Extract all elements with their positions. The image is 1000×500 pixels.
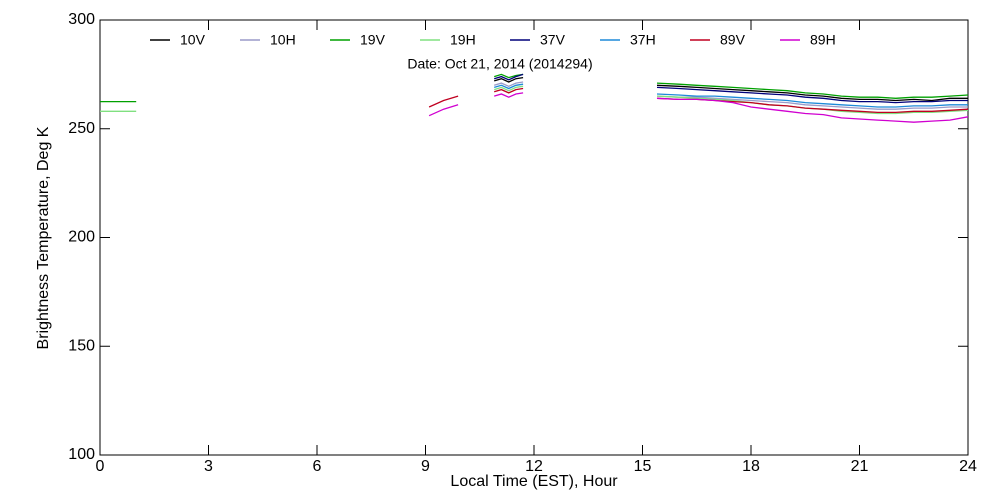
x-tick-label: 0	[96, 458, 105, 475]
x-tick-label: 6	[313, 458, 322, 475]
legend-label: 37V	[540, 32, 566, 48]
series-line	[494, 81, 968, 110]
x-tick-label: 21	[851, 458, 869, 475]
y-tick-label: 250	[68, 120, 95, 137]
x-tick-label: 9	[421, 458, 430, 475]
chart-title: Date: Oct 21, 2014 (2014294)	[407, 56, 592, 72]
series-line	[428, 92, 969, 123]
y-tick-label: 300	[68, 11, 95, 28]
series-line	[494, 76, 968, 102]
legend-label: 19V	[360, 32, 386, 48]
y-tick-label: 100	[68, 446, 95, 463]
plot-frame	[99, 19, 969, 456]
legend-label: 89V	[720, 32, 746, 48]
series-line	[100, 73, 969, 103]
series-line	[494, 83, 968, 108]
legend-label: 10H	[270, 32, 296, 48]
y-axis-label: Brightness Temperature, Deg K	[35, 126, 52, 349]
x-tick-label: 12	[525, 458, 543, 475]
legend-label: 10V	[180, 32, 206, 48]
legend-label: 89H	[810, 32, 836, 48]
x-tick-label: 15	[634, 458, 652, 475]
y-tick-label: 200	[68, 229, 95, 246]
series-line	[494, 73, 968, 104]
legend-label: 19H	[450, 32, 476, 48]
legend-label: 37H	[630, 32, 656, 48]
x-tick-label: 18	[742, 458, 760, 475]
x-tick-label: 24	[959, 458, 977, 475]
x-axis-label: Local Time (EST), Hour	[450, 473, 618, 490]
y-tick-label: 150	[68, 337, 95, 354]
x-tick-label: 3	[204, 458, 213, 475]
